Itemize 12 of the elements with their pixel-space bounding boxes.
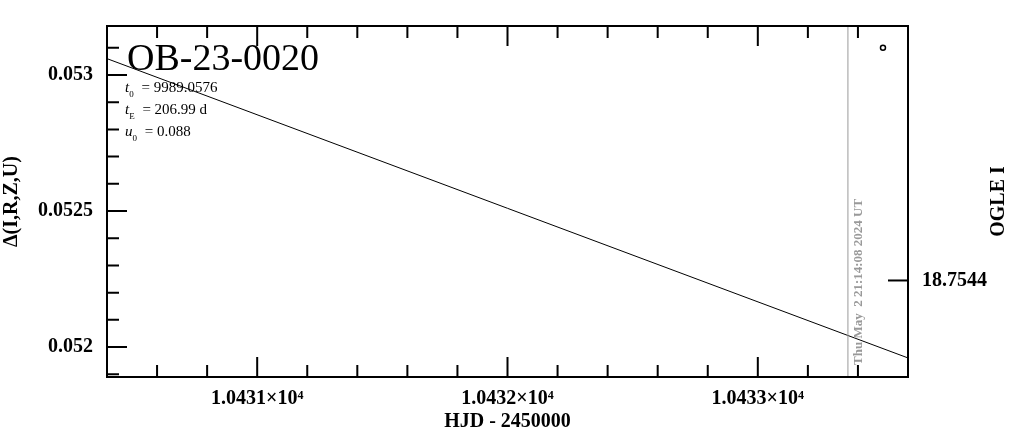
- x-axis-title: HJD - 2450000: [444, 409, 571, 432]
- x-tick-label: 1.0432×10⁴: [461, 386, 554, 409]
- text: 18.7544: [922, 267, 987, 290]
- y-tick-label: 0.053: [48, 62, 93, 85]
- x-tick-label: 1.0433×10⁴: [711, 386, 805, 409]
- y-tick-label: 0.0525: [38, 198, 93, 221]
- y-tick-label: 0.052: [48, 334, 93, 357]
- y-axis-title: Δ(I,R,Z,U): [0, 156, 23, 247]
- annotation: Thu May 2 21:14:08 2024 UT: [849, 198, 865, 365]
- y2-axis-title: OGLE I: [986, 166, 1009, 237]
- x-tick-label: 1.0431×10⁴: [210, 386, 304, 409]
- annotation: OB-23-0020: [127, 36, 320, 78]
